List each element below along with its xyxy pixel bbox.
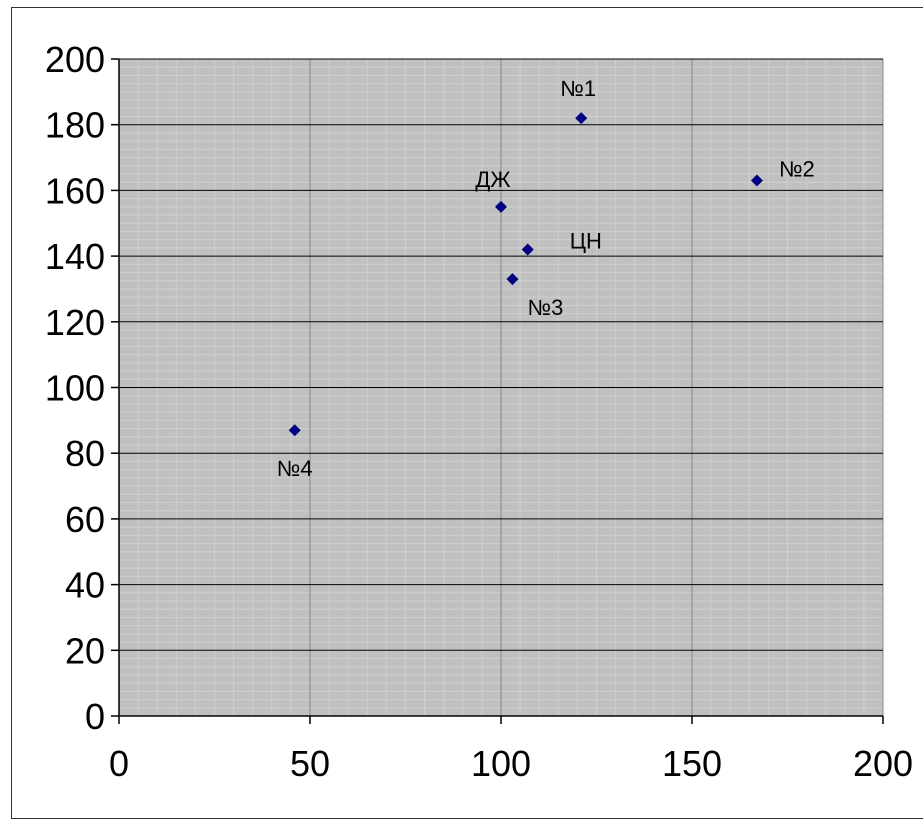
- y-tick-label: 120: [45, 302, 105, 343]
- x-tick-label: 200: [853, 743, 913, 784]
- data-point: [506, 273, 519, 286]
- data-point-label: №4: [277, 456, 313, 481]
- axes: [111, 58, 884, 724]
- data-point: [288, 424, 301, 437]
- x-axis-tick-labels: 0 50 100 150 200: [109, 743, 913, 784]
- data-point-label: ЦН: [570, 229, 602, 254]
- x-tick-label: 0: [109, 743, 129, 784]
- data-point-label: №1: [560, 76, 596, 101]
- data-point: [575, 112, 588, 125]
- y-tick-label: 140: [45, 236, 105, 277]
- y-tick-label: 180: [45, 105, 105, 146]
- data-point-labels: №1 №2 ДЖ ЦН №3 №4: [277, 76, 815, 481]
- y-tick-label: 40: [65, 565, 105, 606]
- data-point-label: №3: [528, 295, 564, 320]
- y-tick-label: 200: [45, 39, 105, 80]
- y-tick-label: 0: [85, 696, 105, 737]
- y-tick-label: 20: [65, 630, 105, 671]
- major-gridlines: [119, 58, 884, 716]
- data-point: [521, 243, 534, 256]
- data-point-label: №2: [779, 157, 815, 182]
- data-points: [288, 112, 763, 437]
- x-tick-label: 150: [662, 743, 722, 784]
- y-tick-label: 60: [65, 499, 105, 540]
- y-axis-tick-labels: 0 20 40 60 80 100 120 140 160 180 200: [45, 39, 105, 737]
- y-tick-label: 100: [45, 368, 105, 409]
- y-tick-label: 160: [45, 170, 105, 211]
- data-point-label: ДЖ: [475, 167, 511, 192]
- data-point: [750, 174, 763, 187]
- x-tick-label: 50: [290, 743, 330, 784]
- y-tick-label: 80: [65, 433, 105, 474]
- x-tick-label: 100: [471, 743, 531, 784]
- data-point: [495, 200, 507, 213]
